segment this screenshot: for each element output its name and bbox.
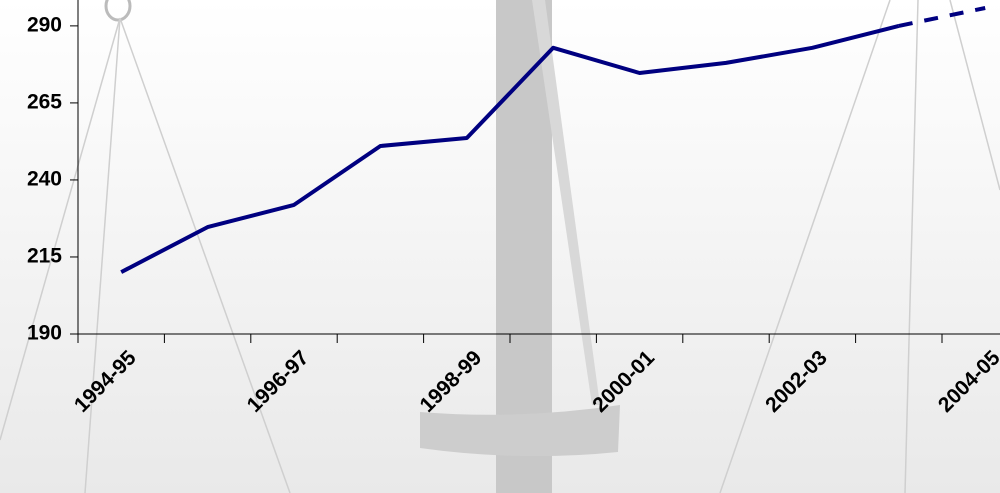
y-tick-label: 240: [27, 167, 62, 190]
y-tick-label: 290: [27, 13, 62, 36]
y-tick-label: 215: [27, 245, 62, 268]
data-line: [120, 23, 900, 274]
y-tick-label: 265: [27, 90, 62, 113]
y-tick-label: 190: [27, 322, 62, 345]
